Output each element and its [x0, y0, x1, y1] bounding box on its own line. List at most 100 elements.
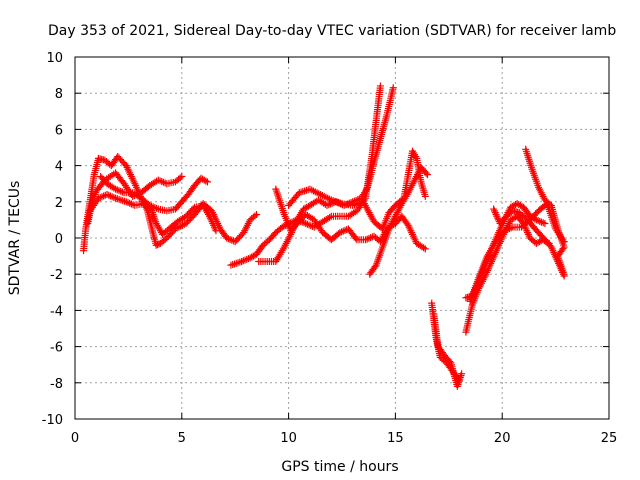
data-point: [301, 187, 309, 195]
data-point: [124, 199, 132, 207]
data-point: [389, 84, 397, 92]
data-point: [302, 220, 310, 228]
data-point: [227, 261, 235, 269]
y-tick-label: -4: [50, 304, 63, 319]
x-tick-label: 5: [178, 431, 186, 446]
chart-title: Day 353 of 2021, Sidereal Day-to-day VTE…: [48, 23, 616, 39]
data-point: [536, 217, 544, 225]
data-point: [202, 177, 210, 185]
data-point: [516, 201, 524, 209]
y-tick-label: 8: [55, 87, 63, 102]
data-point: [422, 169, 430, 177]
data-point: [118, 188, 126, 196]
x-tick-label: 25: [601, 431, 618, 446]
data-point: [244, 255, 252, 263]
data-point: [103, 191, 111, 199]
data-point: [326, 213, 334, 221]
data-point: [238, 258, 246, 266]
y-axis-label: SDTVAR / TECUs: [7, 181, 23, 296]
data-point: [361, 236, 369, 244]
data-point: [108, 193, 116, 201]
data-point: [117, 196, 125, 204]
data-point: [117, 187, 125, 195]
grid: [75, 57, 609, 419]
data-point: [500, 227, 508, 235]
data-point: [241, 256, 249, 264]
data-point: [176, 174, 184, 182]
data-point: [112, 185, 120, 193]
data-point: [151, 204, 159, 212]
data-point: [539, 219, 547, 227]
data-point: [423, 171, 431, 179]
series-arc-5: [227, 82, 384, 269]
data-point: [458, 370, 466, 378]
data-point: [146, 201, 154, 209]
series-arc-4: [97, 172, 211, 215]
data-point: [96, 193, 104, 201]
data-point: [200, 176, 208, 184]
data-point: [538, 218, 546, 226]
data-point: [504, 225, 512, 233]
data-point: [336, 229, 344, 237]
x-axis-label: GPS time / hours: [281, 459, 398, 475]
data-point: [189, 205, 197, 213]
data-point: [223, 234, 231, 242]
y-tick-label: -6: [50, 341, 63, 356]
data-point: [376, 82, 384, 90]
data-point: [243, 255, 251, 263]
y-tick-label: -10: [42, 413, 63, 428]
series-arc-16: [522, 145, 568, 278]
data-point: [115, 187, 123, 195]
data-point: [147, 202, 155, 210]
data-point: [113, 186, 121, 194]
data-point: [158, 178, 166, 186]
y-tick-label: 0: [55, 232, 63, 247]
y-tick-label: 10: [46, 51, 63, 66]
data-point: [371, 263, 379, 271]
data-point: [98, 193, 106, 201]
y-tick-label: 6: [55, 123, 63, 138]
data-point: [126, 199, 134, 207]
data-point: [230, 260, 238, 268]
data-point: [507, 224, 515, 232]
data-point: [203, 178, 211, 186]
data-point: [420, 244, 428, 252]
data-point: [421, 192, 429, 200]
series-arc-8: [285, 147, 429, 233]
data-point: [105, 191, 113, 199]
data-point: [251, 212, 259, 220]
y-tick-label: -8: [50, 377, 63, 392]
data-point: [502, 226, 510, 234]
series-arc-11: [430, 310, 466, 390]
data-point: [541, 220, 549, 228]
data-point: [212, 227, 220, 235]
data-point: [253, 210, 261, 218]
tick-labels: 0 5 10 15 20 25 -10 -8 -6 -4 -2 0 2 4 6 8 10: [42, 51, 618, 446]
series-arc-3: [86, 191, 220, 238]
data-point: [560, 270, 568, 278]
data-point: [532, 216, 540, 224]
data-point: [229, 261, 237, 269]
x-tick-label: 10: [280, 431, 297, 446]
data-point: [339, 227, 347, 235]
data-point: [110, 193, 118, 201]
data-point: [303, 220, 311, 228]
series-arc-1: [80, 153, 261, 255]
data-point: [127, 200, 135, 208]
data-point: [226, 235, 234, 243]
data-point: [363, 235, 371, 243]
data-point: [232, 259, 240, 267]
data-point: [352, 234, 360, 242]
y-tick-label: 2: [55, 196, 63, 211]
data-point: [100, 192, 108, 200]
x-tick-label: 0: [71, 431, 79, 446]
y-tick-label: 4: [55, 160, 63, 175]
ticks: [74, 56, 610, 420]
series-arc-9: [366, 163, 431, 278]
data-point: [239, 257, 247, 265]
data-point: [421, 245, 429, 253]
data-point: [229, 237, 237, 245]
data-point: [122, 198, 130, 206]
data-point: [325, 201, 333, 209]
